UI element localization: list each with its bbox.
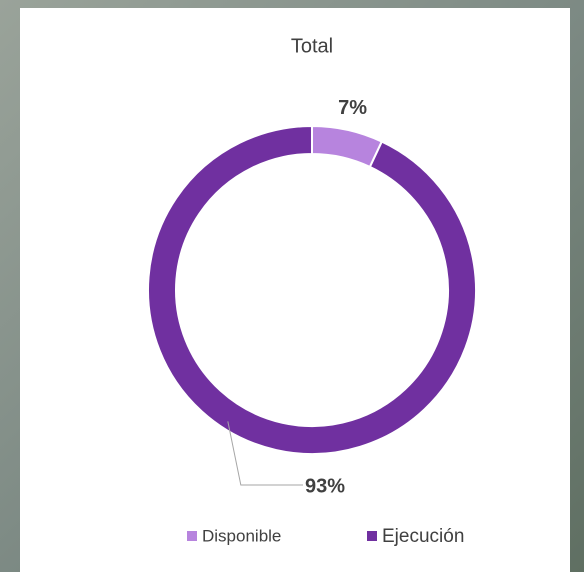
leader-line (227, 421, 303, 486)
legend-label: Disponible (202, 526, 281, 545)
legend-label: Ejecución (382, 526, 464, 547)
legend-swatch (187, 531, 197, 541)
donut-segment (147, 124, 477, 455)
data-label: 7% (338, 97, 367, 119)
legend-swatch (367, 531, 377, 541)
chart-title: Total (291, 35, 333, 57)
data-label: 93% (305, 475, 345, 497)
chart-panel (20, 8, 570, 572)
